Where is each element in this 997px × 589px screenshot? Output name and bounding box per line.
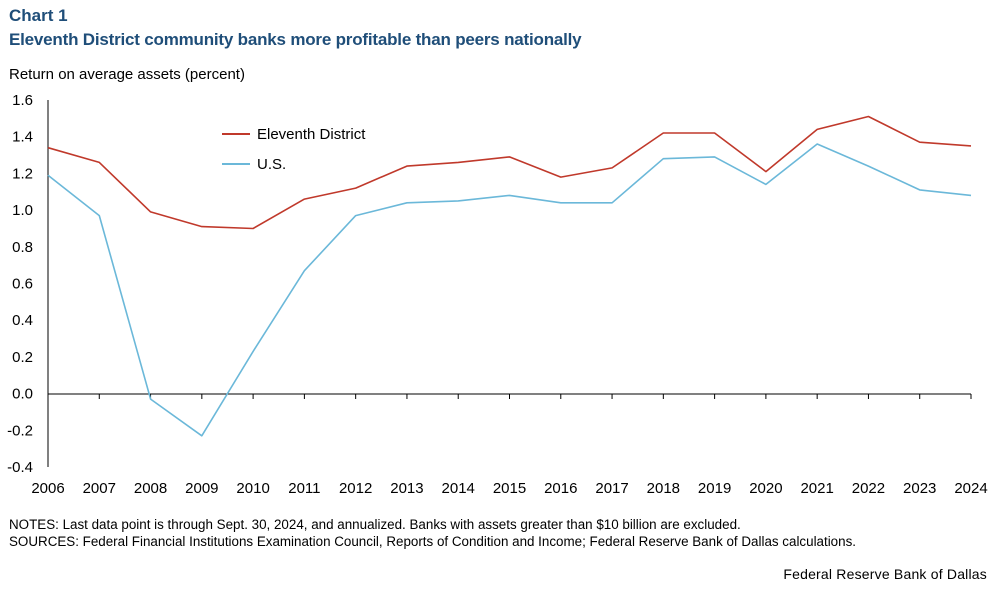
y-tick-label: 0.8: [12, 239, 33, 256]
y-tick-label: 0.0: [12, 386, 33, 403]
y-tick-label: 1.0: [12, 202, 33, 219]
legend-label: Eleventh District: [257, 126, 366, 143]
series-lines: [47, 115, 972, 437]
series-line-eleventh-district: [47, 115, 972, 230]
x-tick-label: 2011: [288, 480, 320, 497]
x-tick-label: 2024: [954, 480, 987, 497]
y-tick-label: 0.4: [12, 312, 33, 329]
x-tick-label: 2006: [31, 480, 64, 497]
x-tick-label: 2020: [749, 480, 782, 497]
legend: Eleventh District U.S.: [222, 126, 366, 173]
x-tick-label: 2012: [339, 480, 372, 497]
y-tick-label: -0.2: [7, 422, 33, 439]
x-tick-label: 2021: [800, 480, 833, 497]
y-tick-label: 0.2: [12, 349, 33, 366]
chart-notes: NOTES: Last data point is through Sept. …: [9, 516, 856, 550]
x-tick-label: 2023: [903, 480, 936, 497]
legend-label: U.S.: [257, 156, 286, 173]
chart-number: Chart 1: [9, 6, 68, 25]
x-tick-label: 2014: [442, 480, 475, 497]
x-tick-label: 2010: [236, 480, 269, 497]
y-tick-label: 0.6: [12, 276, 33, 293]
x-tick-label: 2009: [185, 480, 218, 497]
x-tick-label: 2008: [134, 480, 167, 497]
chart-title: Eleventh District community banks more p…: [9, 30, 582, 49]
x-tick-label: 2013: [390, 480, 423, 497]
y-tick-label: 1.4: [12, 129, 33, 146]
notes-text: NOTES: Last data point is through Sept. …: [9, 517, 741, 532]
x-axis: 2006 2007 2008 2009 2010 2011 2012 2013 2014 2015…: [31, 393, 988, 497]
x-tick-label: 2018: [647, 480, 680, 497]
sources-text: SOURCES: Federal Financial Institutions …: [9, 534, 856, 549]
x-tick-label: 2015: [493, 480, 526, 497]
x-tick-label: 2019: [698, 480, 731, 497]
y-tick-label: 1.6: [12, 92, 33, 109]
y-axis-ticks: 1.6 1.4 1.2 1.0 0.8 0.6 0.4 0.2 0.0 -0.2 -0.4: [7, 92, 49, 476]
x-tick-label: 2007: [83, 480, 116, 497]
x-tick-label: 2016: [544, 480, 577, 497]
x-tick-label: 2022: [852, 480, 885, 497]
y-axis-title: Return on average assets (percent): [9, 66, 245, 83]
y-tick-label: 1.2: [12, 165, 33, 182]
y-tick-label: -0.4: [7, 459, 33, 476]
brand-credit: Federal Reserve Bank of Dallas: [783, 566, 987, 582]
series-line-us: [47, 143, 972, 437]
x-tick-label: 2017: [595, 480, 628, 497]
